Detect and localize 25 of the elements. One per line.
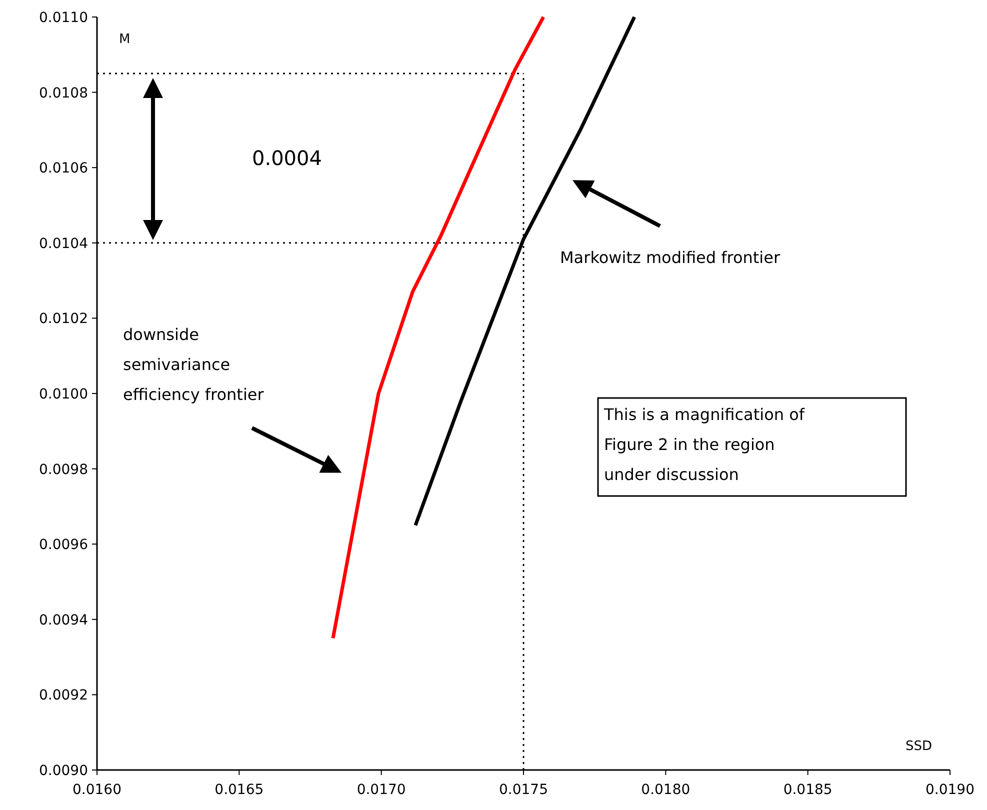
y-tick-label: 0.0092	[39, 688, 88, 704]
x-axis-title: SSD	[905, 739, 932, 754]
y-tick-label: 0.0096	[39, 537, 88, 554]
annotation: This is a magnification of Figure 2 in the region under discussion	[603, 405, 805, 484]
y-tick-label: 0.0102	[39, 311, 88, 328]
y-axis-title: M	[119, 32, 130, 47]
x-tick-label: 0.0185	[783, 782, 832, 798]
x-tick-label: 0.0180	[641, 782, 690, 798]
x-tick-label: 0.0190	[926, 782, 974, 798]
x-tick-label: 0.0165	[214, 782, 264, 798]
y-tick-label: 0.0094	[39, 612, 88, 628]
y-tick-label: 0.0106	[39, 160, 88, 177]
annotation: downside semivariance efficiency frontier	[123, 325, 264, 404]
y-tick-label: 0.0108	[39, 85, 88, 102]
y-tick-label: 0.0090	[39, 763, 88, 779]
x-tick-label: 0.0160	[72, 782, 122, 798]
y-tick-label: 0.0100	[39, 386, 88, 402]
y-tick-label: 0.0098	[39, 462, 88, 478]
annotation: 0.0004	[252, 146, 322, 170]
annotation: Markowitz modified frontier	[560, 248, 780, 267]
y-tick-label: 0.0110	[39, 10, 88, 26]
line-series	[331, 15, 546, 640]
x-tick-label: 0.0175	[499, 782, 548, 798]
x-tick-label: 0.0170	[356, 782, 406, 798]
y-tick-label: 0.0104	[39, 236, 88, 252]
